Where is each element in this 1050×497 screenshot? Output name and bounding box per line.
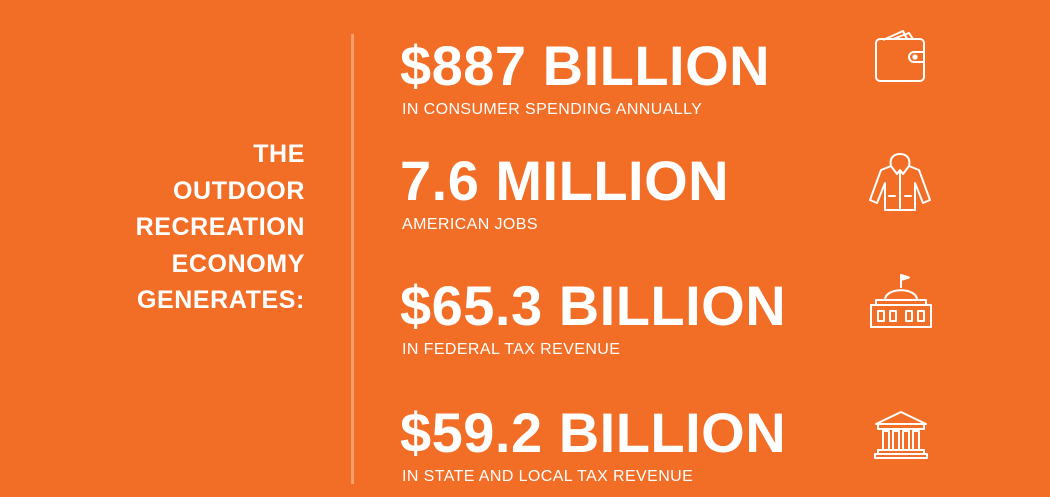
headline-line: ECONOMY [171, 249, 305, 278]
stat-label: IN STATE AND LOCAL TAX REVENUE [402, 468, 694, 485]
stat-value: $59.2 BILLION [400, 401, 787, 464]
headline-line: THE [253, 140, 305, 168]
stat-value: 7.6 MILLION [400, 149, 730, 212]
jacket-icon [867, 152, 933, 212]
stat-label: IN FEDERAL TAX REVENUE [402, 341, 621, 358]
stat-value: $65.3 BILLION [400, 274, 787, 337]
stat-consumer-spending: $887 BILLION IN CONSUMER SPENDING ANNUAL… [400, 38, 770, 119]
vertical-divider [351, 34, 354, 484]
headline-line: RECREATION [135, 213, 305, 241]
headline-line: GENERATES: [136, 286, 305, 314]
headline-line: OUTDOOR [173, 176, 305, 205]
stat-value: $887 BILLION [400, 34, 771, 97]
wallet-icon [873, 28, 929, 84]
courthouse-icon [873, 410, 929, 460]
stat-label: IN CONSUMER SPENDING ANNUALLY [402, 101, 703, 118]
stat-label: AMERICAN JOBS [402, 216, 538, 233]
stat-federal-tax: $65.3 BILLION IN FEDERAL TAX REVENUE [400, 278, 786, 359]
stat-jobs: 7.6 MILLION AMERICAN JOBS [400, 153, 729, 234]
stat-state-local-tax: $59.2 BILLION IN STATE AND LOCAL TAX REV… [400, 405, 786, 486]
capitol-building-icon [868, 272, 934, 330]
headline: THE OUTDOOR RECREATION ECONOMY GENERATES… [136, 136, 305, 319]
